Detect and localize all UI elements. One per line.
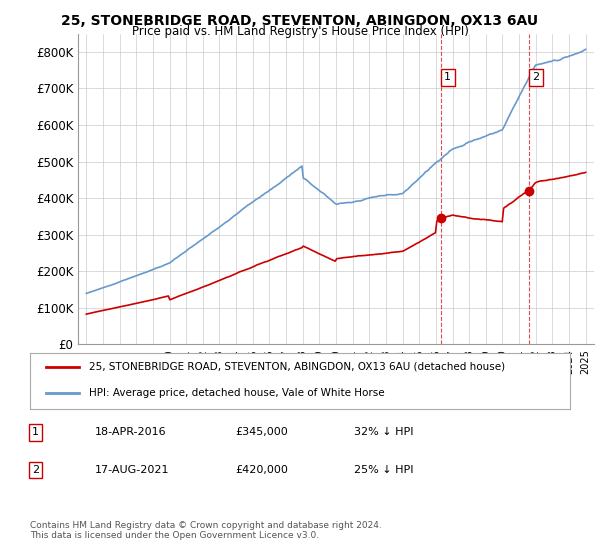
Text: 17-AUG-2021: 17-AUG-2021 xyxy=(95,465,169,475)
Text: 1: 1 xyxy=(32,427,39,437)
Text: 32% ↓ HPI: 32% ↓ HPI xyxy=(354,427,413,437)
Text: 2: 2 xyxy=(532,72,539,82)
Text: 25, STONEBRIDGE ROAD, STEVENTON, ABINGDON, OX13 6AU: 25, STONEBRIDGE ROAD, STEVENTON, ABINGDO… xyxy=(61,14,539,28)
Text: 2: 2 xyxy=(32,465,39,475)
Text: Price paid vs. HM Land Registry's House Price Index (HPI): Price paid vs. HM Land Registry's House … xyxy=(131,25,469,38)
Text: 1: 1 xyxy=(444,72,451,82)
Text: 25, STONEBRIDGE ROAD, STEVENTON, ABINGDON, OX13 6AU (detached house): 25, STONEBRIDGE ROAD, STEVENTON, ABINGDO… xyxy=(89,362,506,372)
Text: HPI: Average price, detached house, Vale of White Horse: HPI: Average price, detached house, Vale… xyxy=(89,388,385,398)
Text: 18-APR-2016: 18-APR-2016 xyxy=(95,427,166,437)
Text: 25% ↓ HPI: 25% ↓ HPI xyxy=(354,465,413,475)
Text: Contains HM Land Registry data © Crown copyright and database right 2024.
This d: Contains HM Land Registry data © Crown c… xyxy=(30,521,382,540)
Text: £420,000: £420,000 xyxy=(235,465,288,475)
Text: £345,000: £345,000 xyxy=(235,427,288,437)
